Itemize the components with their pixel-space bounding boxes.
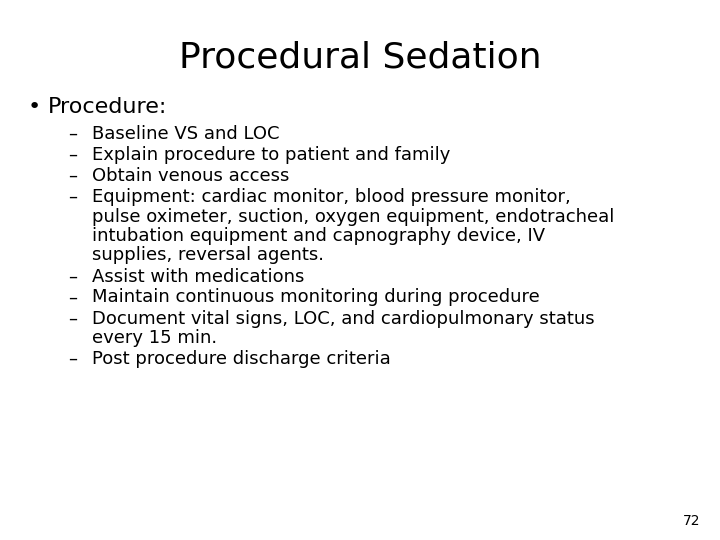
Text: –: – (68, 125, 77, 143)
Text: Assist with medications: Assist with medications (92, 267, 305, 286)
Text: •: • (28, 97, 41, 117)
Text: Procedure:: Procedure: (48, 97, 167, 117)
Text: intubation equipment and capnography device, IV: intubation equipment and capnography dev… (92, 227, 545, 245)
Text: Post procedure discharge criteria: Post procedure discharge criteria (92, 350, 391, 368)
Text: –: – (68, 167, 77, 185)
Text: supplies, reversal agents.: supplies, reversal agents. (92, 246, 324, 265)
Text: –: – (68, 146, 77, 164)
Text: 72: 72 (683, 514, 700, 528)
Text: –: – (68, 350, 77, 368)
Text: –: – (68, 288, 77, 307)
Text: Explain procedure to patient and family: Explain procedure to patient and family (92, 146, 451, 164)
Text: Maintain continuous monitoring during procedure: Maintain continuous monitoring during pr… (92, 288, 540, 307)
Text: Baseline VS and LOC: Baseline VS and LOC (92, 125, 279, 143)
Text: Procedural Sedation: Procedural Sedation (179, 40, 541, 74)
Text: –: – (68, 188, 77, 206)
Text: –: – (68, 309, 77, 327)
Text: Equipment: cardiac monitor, blood pressure monitor,: Equipment: cardiac monitor, blood pressu… (92, 188, 571, 206)
Text: every 15 min.: every 15 min. (92, 329, 217, 347)
Text: Obtain venous access: Obtain venous access (92, 167, 289, 185)
Text: Document vital signs, LOC, and cardiopulmonary status: Document vital signs, LOC, and cardiopul… (92, 309, 595, 327)
Text: –: – (68, 267, 77, 286)
Text: pulse oximeter, suction, oxygen equipment, endotracheal: pulse oximeter, suction, oxygen equipmen… (92, 207, 614, 226)
